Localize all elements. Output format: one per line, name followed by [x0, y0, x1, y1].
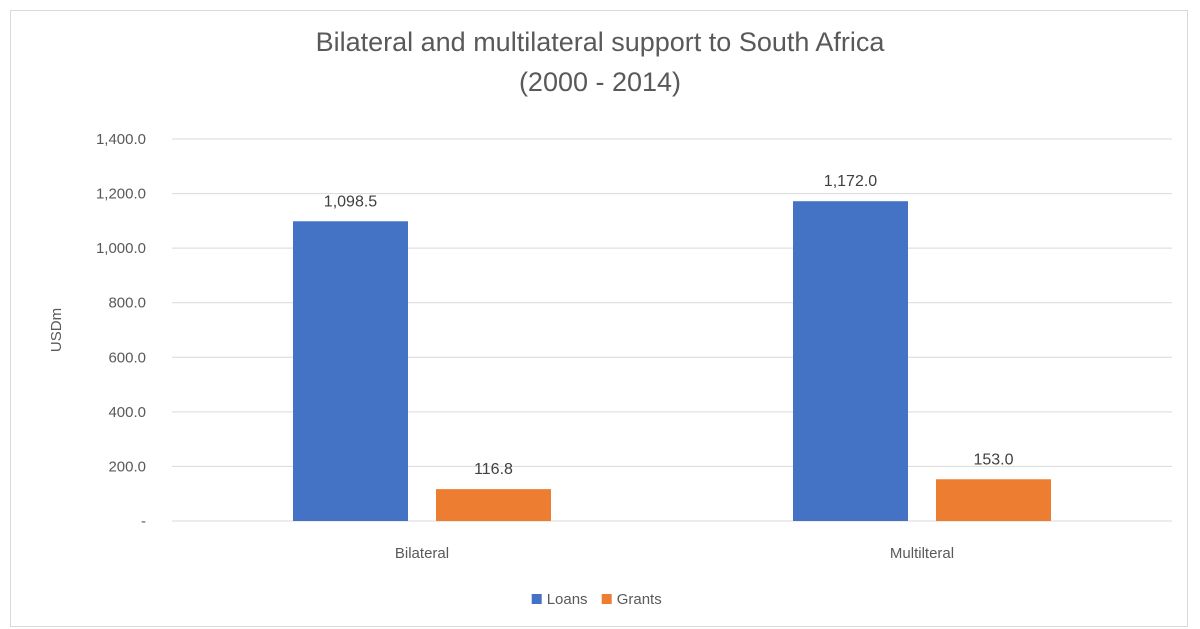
- y-tick-label: 200.0: [108, 458, 146, 475]
- x-axis-tick-labels: Bilateral Multilteral: [395, 545, 954, 562]
- chart-area: [10, 10, 1188, 627]
- legend-swatch-loans: [531, 594, 542, 604]
- y-tick-label: 600.0: [108, 349, 146, 366]
- y-axis-tick-labels: - 200.0 400.0 600.0 800.0 1,000.0 1,200.0 1,400…: [96, 131, 146, 530]
- bars: [293, 201, 1051, 522]
- legend-label-loans: Loans: [547, 591, 588, 608]
- y-tick-label: -: [141, 513, 146, 530]
- data-label: 1,172.0: [824, 173, 877, 190]
- y-tick-label: 800.0: [108, 295, 146, 312]
- chart-title: Bilateral and multilateral support to So…: [0, 22, 1200, 102]
- x-tick-label: Bilateral: [395, 545, 449, 562]
- bar-grants-multilteral: [936, 479, 1051, 521]
- y-axis-title: USDm: [48, 308, 65, 352]
- data-label: 1,098.5: [324, 193, 377, 210]
- y-tick-label: 1,200.0: [96, 186, 146, 203]
- bar-loans-bilateral: [293, 221, 408, 522]
- bar-loans-multilteral: [793, 201, 908, 521]
- x-tick-label: Multilteral: [890, 545, 954, 562]
- bar-grants-bilateral: [436, 489, 551, 521]
- chart-title-line-1: Bilateral and multilateral support to So…: [315, 27, 885, 57]
- y-tick-label: 400.0: [108, 404, 146, 421]
- data-labels: 1,098.5 116.8 1,172.0 153.0: [324, 173, 1014, 478]
- y-tick-label: 1,400.0: [96, 131, 146, 148]
- y-tick-label: 1,000.0: [96, 240, 146, 257]
- chart-title-line-2: (2000 - 2014): [518, 67, 682, 97]
- legend: Loans Grants: [531, 591, 662, 608]
- legend-swatch-grants: [601, 594, 612, 604]
- legend-label-grants: Grants: [617, 591, 662, 608]
- data-label: 153.0: [973, 451, 1013, 468]
- data-label: 116.8: [474, 461, 513, 478]
